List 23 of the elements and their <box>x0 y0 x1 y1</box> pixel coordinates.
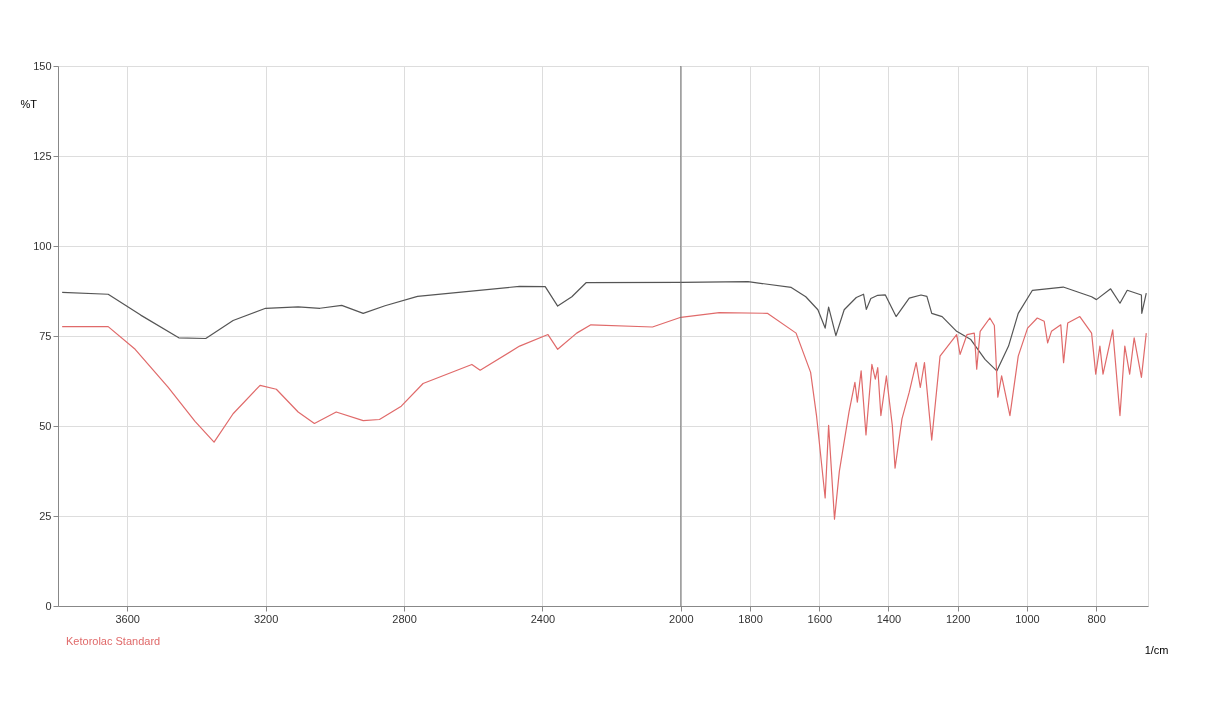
x-tick-label: 2000 <box>669 612 694 625</box>
x-tick-label: 2800 <box>392 612 417 625</box>
x-tick-label: 1400 <box>876 612 902 625</box>
x-tick-label: 3200 <box>253 612 279 625</box>
x-axis-title: 1/cm <box>1144 643 1169 656</box>
line-series <box>61 281 1147 372</box>
y-tick-label: 75 <box>39 329 52 342</box>
x-tick-label: 1600 <box>807 612 833 625</box>
line-series <box>61 312 1147 520</box>
y-axis-title: %T <box>20 97 38 110</box>
y-tick-label: 125 <box>33 149 52 162</box>
y-tick-label: 0 <box>45 599 52 612</box>
text: Ketorolac Standard <box>66 635 161 647</box>
x-tick-label: 1200 <box>945 612 971 625</box>
x-tick-label: 3600 <box>115 612 140 625</box>
y-tick-label: 50 <box>39 419 52 432</box>
x-tick-label: 2400 <box>530 612 556 625</box>
x-tick-label: 1000 <box>1015 612 1040 625</box>
y-tick-label: 100 <box>33 239 52 252</box>
y-tick-label: 25 <box>39 509 52 522</box>
y-tick-label: 150 <box>33 59 52 72</box>
x-tick-label: 800 <box>1087 612 1106 625</box>
x-tick-label: 1800 <box>738 612 763 625</box>
